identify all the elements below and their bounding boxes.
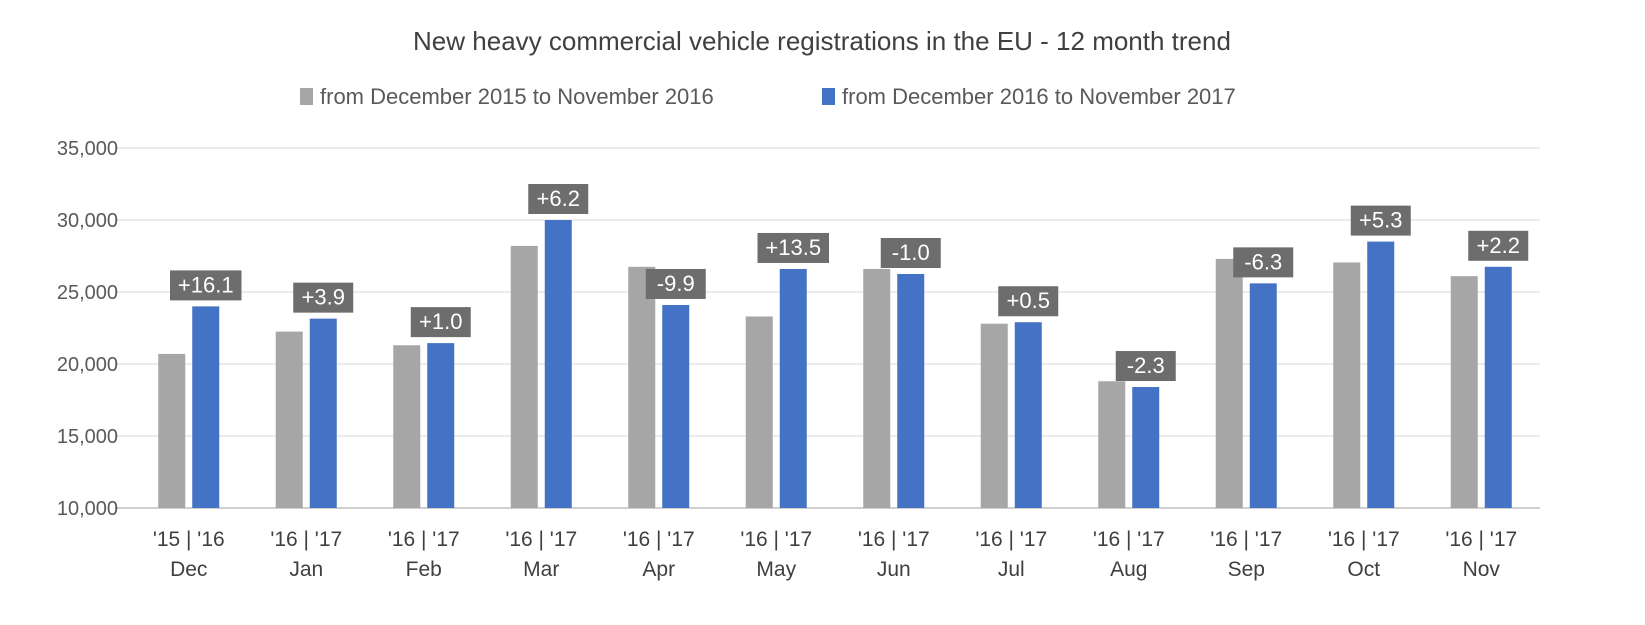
bar-2017-feb bbox=[427, 343, 455, 508]
y-tick-label: 15,000 bbox=[57, 426, 118, 448]
bar-2017-jun bbox=[897, 274, 925, 508]
change-label-oct: +5.3 bbox=[1359, 208, 1402, 233]
x-tick-month-label: May bbox=[756, 558, 796, 581]
x-tick-year-label: '16 | '17 bbox=[388, 528, 460, 551]
change-badge-aug bbox=[1115, 351, 1176, 382]
change-label-feb: +1.0 bbox=[419, 309, 462, 334]
change-badge-mar bbox=[528, 184, 589, 214]
change-badge-apr bbox=[645, 268, 706, 299]
x-tick-month-label: Jun bbox=[877, 558, 911, 581]
x-tick-year-label: '16 | '17 bbox=[1210, 528, 1282, 551]
x-tick-month-label: Apr bbox=[642, 558, 675, 581]
y-tick-label: 25,000 bbox=[57, 282, 118, 304]
bar-2017-may bbox=[779, 268, 807, 508]
bar-2016-apr bbox=[628, 266, 656, 508]
bar-2017-nov bbox=[1484, 266, 1512, 508]
bar-2016-feb bbox=[393, 345, 421, 508]
bar-2017-oct bbox=[1367, 241, 1395, 508]
chart-title: New heavy commercial vehicle registratio… bbox=[413, 26, 1231, 56]
x-tick-month-label: Dec bbox=[170, 558, 207, 581]
x-axis: '15 | '16 Dec '16 | '17 Jan '16 | '17 Feb '16 … bbox=[153, 528, 1517, 581]
y-tick-label: 20,000 bbox=[57, 354, 118, 376]
bar-2016-sep bbox=[1215, 258, 1243, 508]
x-tick-year-label: '16 | '17 bbox=[975, 528, 1047, 551]
bar-2016-jul bbox=[980, 323, 1008, 508]
x-tick-year-label: '16 | '17 bbox=[623, 528, 695, 551]
x-tick-year-label: '16 | '17 bbox=[1328, 528, 1400, 551]
y-tick-label: 30,000 bbox=[57, 210, 118, 232]
change-badge-may bbox=[757, 232, 829, 263]
change-label-dec: +16.1 bbox=[178, 272, 234, 297]
bar-2016-jun bbox=[863, 268, 891, 508]
x-tick-year-label: '16 | '17 bbox=[858, 528, 930, 551]
bar-2016-dec bbox=[158, 353, 186, 508]
y-tick-label: 10,000 bbox=[57, 498, 118, 520]
change-label-jan: +3.9 bbox=[302, 285, 345, 310]
x-tick-year-label: '16 | '17 bbox=[505, 528, 577, 551]
x-tick-month-label: Jul bbox=[998, 558, 1025, 581]
bar-2017-apr bbox=[662, 304, 690, 508]
bar-2017-jan bbox=[309, 318, 337, 508]
change-label-aug: -2.3 bbox=[1127, 353, 1165, 378]
legend-swatch-2 bbox=[822, 88, 835, 105]
change-badge-jun bbox=[880, 238, 941, 268]
bar-2017-mar bbox=[544, 220, 572, 508]
change-labels: +16.1 +3.9 +1.0 +6.2 -9.9 +13.5 -1.0 +0.5 -2.3 -6… bbox=[170, 184, 1529, 382]
change-label-jul: +0.5 bbox=[1007, 288, 1050, 313]
bar-2016-jan bbox=[275, 331, 303, 508]
change-label-sep: -6.3 bbox=[1244, 249, 1282, 274]
x-tick-year-label: '16 | '17 bbox=[270, 528, 342, 551]
legend-label-2: from December 2016 to November 2017 bbox=[842, 84, 1236, 109]
x-tick-year-label: '15 | '16 bbox=[153, 528, 225, 551]
bar-2016-may bbox=[745, 316, 773, 508]
change-label-mar: +6.2 bbox=[537, 186, 580, 211]
x-tick-month-label: Oct bbox=[1347, 558, 1380, 581]
legend-swatch-1 bbox=[300, 88, 313, 105]
bar-2017-dec bbox=[192, 306, 220, 508]
x-tick-year-label: '16 | '17 bbox=[1093, 528, 1165, 551]
change-label-jun: -1.0 bbox=[892, 240, 930, 265]
bar-2017-jul bbox=[1014, 322, 1042, 508]
bar-2017-sep bbox=[1249, 283, 1277, 508]
bar-2016-aug bbox=[1098, 381, 1126, 508]
change-badge-feb bbox=[410, 307, 471, 338]
legend-label-1: from December 2015 to November 2016 bbox=[320, 84, 714, 109]
bar-2017-aug bbox=[1132, 387, 1160, 508]
x-tick-year-label: '16 | '17 bbox=[1445, 528, 1517, 551]
x-tick-month-label: Jan bbox=[289, 558, 323, 581]
y-axis: 10,000 15,000 20,000 25,000 30,000 35,000 bbox=[57, 138, 118, 520]
change-badge-oct bbox=[1350, 205, 1411, 236]
change-badge-jan bbox=[293, 282, 354, 313]
y-tick-label: 35,000 bbox=[57, 138, 118, 160]
x-tick-month-label: Aug bbox=[1110, 558, 1147, 581]
bar-2016-oct bbox=[1333, 262, 1361, 508]
change-label-may: +13.5 bbox=[765, 235, 821, 260]
bar-2016-nov bbox=[1450, 276, 1478, 508]
x-tick-month-label: Mar bbox=[523, 558, 559, 581]
bars bbox=[158, 220, 1512, 509]
legend: from December 2015 to November 2016 from … bbox=[300, 84, 1236, 109]
x-tick-month-label: Nov bbox=[1463, 558, 1501, 581]
change-badge-dec bbox=[170, 270, 242, 301]
bar-2016-mar bbox=[510, 245, 538, 509]
change-label-nov: +2.2 bbox=[1477, 233, 1520, 258]
x-tick-month-label: Sep bbox=[1228, 558, 1265, 581]
x-tick-year-label: '16 | '17 bbox=[740, 528, 812, 551]
x-tick-month-label: Feb bbox=[406, 558, 442, 581]
change-label-apr: -9.9 bbox=[657, 271, 695, 296]
change-badge-sep bbox=[1233, 247, 1294, 278]
change-badge-jul bbox=[998, 286, 1059, 317]
change-badge-nov bbox=[1468, 230, 1529, 261]
